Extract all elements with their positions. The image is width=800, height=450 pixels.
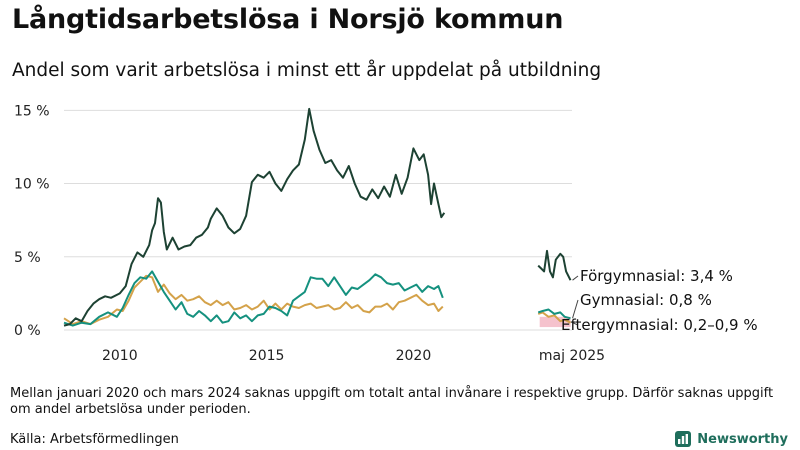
y-tick-label-0: 0 %: [14, 323, 41, 339]
end-label-1: Gymnasial: 0,8 %: [580, 291, 712, 309]
end-labels: Förgymnasial: 3,4 % Gymnasial: 0,8 % Efter…: [561, 267, 758, 334]
grid-lines: [64, 109, 572, 331]
series-lines: [63, 107, 572, 327]
series-line-gymnasial-0: [63, 270, 444, 327]
end-label-2: Eftergymnasial: 0,2–0,9 %: [561, 316, 758, 334]
source-text: Källa: Arbetsförmedlingen: [10, 432, 179, 447]
series-line-eftergymnasial-0: [63, 274, 444, 326]
end-label-leader-2: [572, 322, 579, 326]
series-line-eftergymnasial-1: [537, 311, 571, 324]
x-tick-label-0: 2010: [102, 348, 138, 364]
end-label-leader-1: [572, 299, 579, 319]
end-label-0: Förgymnasial: 3,4 %: [580, 267, 733, 285]
chart-canvas: 0 % 5 % 10 % 15 % 2010 2015 2020 maj 2025 Förg…: [14, 103, 758, 364]
chart-subtitle: Andel som varit arbetslösa i minst ett å…: [12, 60, 602, 81]
brand-logo[interactable]: Newsworthy: [675, 431, 788, 447]
footnote: Mellan januari 2020 och mars 2024 saknas…: [10, 386, 774, 417]
y-tick-label-1: 5 %: [14, 250, 41, 266]
x-tick-label-3: maj 2025: [539, 348, 605, 364]
y-tick-label-3: 15 %: [14, 103, 50, 119]
x-tick-label-1: 2015: [249, 348, 285, 364]
x-tick-label-2: 2020: [396, 348, 432, 364]
y-tick-label-2: 10 %: [14, 177, 50, 193]
eftergymnasial-range-band: [539, 316, 571, 328]
brand-name: Newsworthy: [697, 431, 788, 447]
chart-title: Långtidsarbetslösa i Norsjö kommun: [12, 4, 564, 35]
series-line-forgymnasial-1: [537, 249, 572, 281]
eftergymnasial-band: [539, 316, 571, 328]
series-line-forgymnasial-0: [63, 107, 446, 327]
y-tick-labels: 0 % 5 % 10 % 15 %: [14, 103, 50, 339]
newsworthy-logo-icon: [675, 431, 692, 447]
x-tick-labels: 2010 2015 2020 maj 2025: [102, 348, 605, 364]
end-label-leader-0: [572, 275, 579, 281]
series-line-gymnasial-1: [537, 308, 571, 320]
